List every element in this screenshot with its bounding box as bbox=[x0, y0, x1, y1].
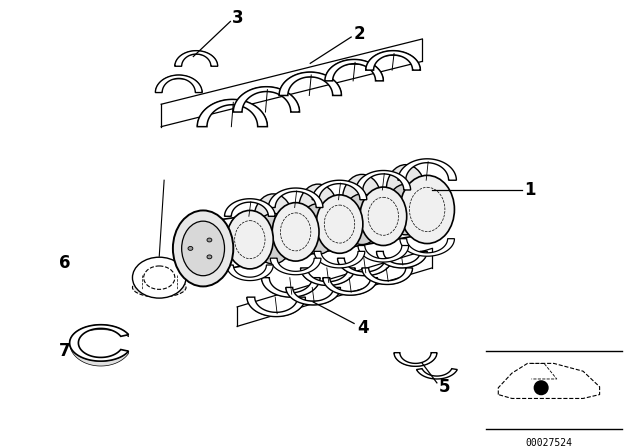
Ellipse shape bbox=[173, 211, 234, 286]
Polygon shape bbox=[262, 278, 320, 297]
Circle shape bbox=[534, 381, 548, 395]
Ellipse shape bbox=[207, 238, 212, 242]
Text: 5: 5 bbox=[439, 378, 451, 396]
Polygon shape bbox=[366, 51, 420, 70]
Ellipse shape bbox=[174, 211, 232, 285]
Polygon shape bbox=[337, 258, 392, 276]
Polygon shape bbox=[247, 297, 305, 317]
Polygon shape bbox=[270, 258, 321, 275]
Polygon shape bbox=[70, 325, 129, 361]
Polygon shape bbox=[362, 268, 413, 284]
Polygon shape bbox=[314, 251, 365, 268]
Ellipse shape bbox=[360, 187, 406, 246]
Ellipse shape bbox=[342, 194, 381, 245]
Polygon shape bbox=[323, 278, 378, 295]
Ellipse shape bbox=[272, 202, 319, 261]
Polygon shape bbox=[362, 268, 413, 284]
Polygon shape bbox=[325, 60, 383, 81]
Text: 7: 7 bbox=[59, 342, 70, 360]
Polygon shape bbox=[337, 258, 392, 276]
Ellipse shape bbox=[342, 174, 381, 225]
Ellipse shape bbox=[316, 195, 363, 253]
Ellipse shape bbox=[400, 175, 454, 244]
Polygon shape bbox=[279, 72, 341, 95]
Polygon shape bbox=[356, 171, 411, 190]
Ellipse shape bbox=[132, 257, 186, 298]
Polygon shape bbox=[279, 72, 341, 95]
Text: 6: 6 bbox=[59, 254, 70, 272]
Polygon shape bbox=[197, 99, 268, 127]
Polygon shape bbox=[394, 353, 437, 366]
Polygon shape bbox=[262, 278, 320, 297]
Polygon shape bbox=[197, 99, 268, 127]
Polygon shape bbox=[366, 51, 420, 70]
Ellipse shape bbox=[253, 213, 292, 264]
Polygon shape bbox=[156, 75, 202, 93]
Polygon shape bbox=[301, 268, 355, 285]
Polygon shape bbox=[286, 288, 340, 305]
Ellipse shape bbox=[182, 221, 225, 276]
Polygon shape bbox=[156, 75, 202, 93]
Polygon shape bbox=[323, 278, 378, 295]
Polygon shape bbox=[312, 180, 367, 200]
Polygon shape bbox=[286, 288, 340, 305]
Polygon shape bbox=[234, 87, 300, 112]
Text: 00027524: 00027524 bbox=[525, 439, 572, 448]
Polygon shape bbox=[247, 297, 305, 317]
Polygon shape bbox=[376, 251, 427, 268]
Polygon shape bbox=[376, 251, 427, 268]
Polygon shape bbox=[227, 265, 273, 280]
Ellipse shape bbox=[253, 194, 292, 245]
Polygon shape bbox=[268, 188, 323, 207]
Polygon shape bbox=[70, 325, 129, 366]
Ellipse shape bbox=[188, 246, 193, 250]
Ellipse shape bbox=[299, 204, 337, 254]
Ellipse shape bbox=[387, 165, 425, 215]
Polygon shape bbox=[225, 199, 275, 216]
Ellipse shape bbox=[132, 278, 186, 297]
Polygon shape bbox=[175, 51, 218, 66]
Polygon shape bbox=[301, 268, 355, 285]
Ellipse shape bbox=[227, 211, 273, 269]
Polygon shape bbox=[325, 60, 383, 81]
Text: 1: 1 bbox=[525, 181, 536, 199]
Ellipse shape bbox=[143, 266, 175, 289]
Ellipse shape bbox=[299, 184, 337, 235]
Polygon shape bbox=[398, 159, 456, 180]
Polygon shape bbox=[234, 87, 300, 112]
Polygon shape bbox=[417, 369, 458, 379]
Polygon shape bbox=[400, 239, 454, 256]
Ellipse shape bbox=[207, 255, 212, 259]
Ellipse shape bbox=[387, 184, 425, 235]
Polygon shape bbox=[358, 246, 409, 262]
Text: 4: 4 bbox=[357, 319, 369, 337]
Polygon shape bbox=[175, 51, 218, 66]
Text: 3: 3 bbox=[232, 9, 244, 26]
Polygon shape bbox=[394, 353, 437, 366]
Text: 2: 2 bbox=[354, 25, 365, 43]
